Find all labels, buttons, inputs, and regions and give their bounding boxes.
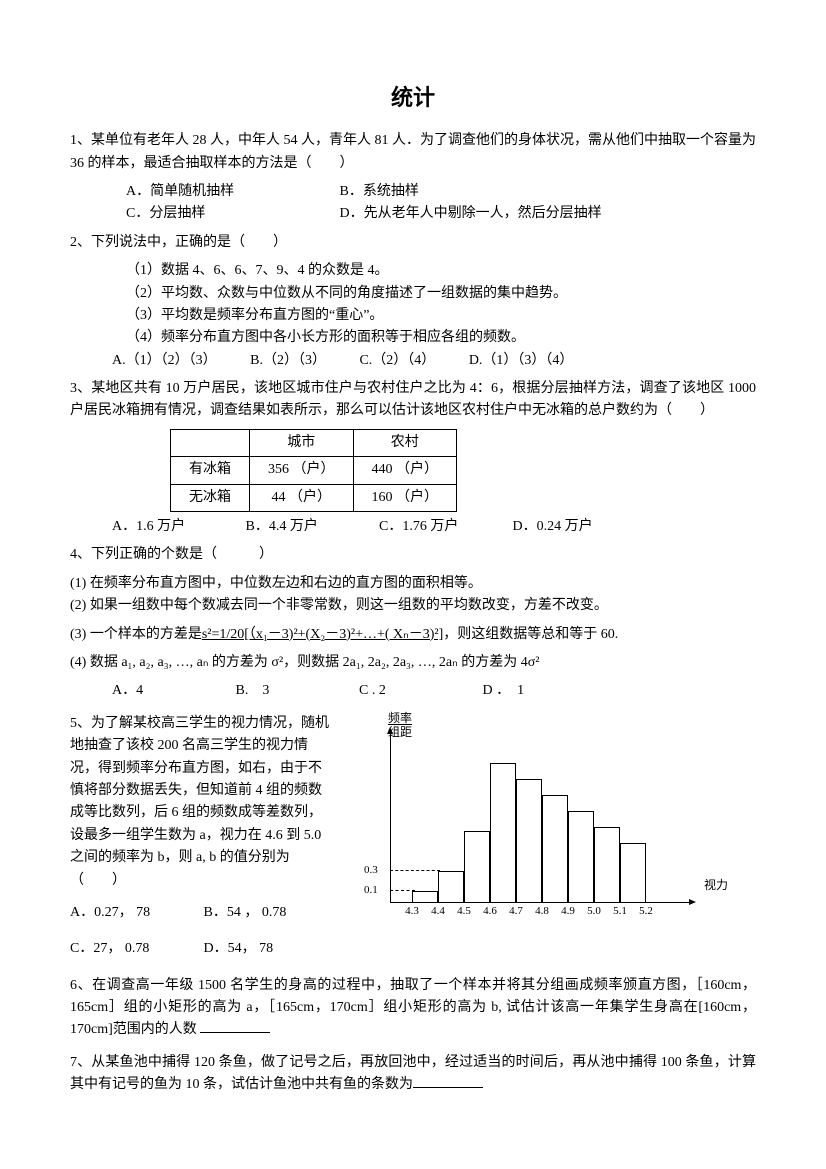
x-tick: 4.9	[561, 903, 575, 921]
q3-opt-a: A．1.6 万户	[112, 516, 242, 538]
q2-s2: （2）平均数、众数与中位数从不同的角度描述了一组数据的集中趋势。	[70, 283, 756, 305]
th: 农村	[353, 429, 457, 456]
page-title: 统计	[70, 80, 756, 115]
q4-s3-post: ，则这组数据等总和等于 60.	[443, 627, 618, 642]
dash-line	[390, 870, 440, 871]
td: 440 （户）	[353, 457, 457, 484]
td: 无冰箱	[171, 484, 250, 511]
q4-s3-formula: s²=1/20[（x₁－3)²+(X₂－3)²+…+( Xₙ－3)²]	[202, 627, 443, 642]
q6: 6、在调查高一年级 1500 名学生的身高的过程中，抽取了一个样本并将其分组画成…	[70, 975, 756, 1042]
q2-s4: （4）频率分布直方图中各小长方形的面积等于相应各组的频数。	[70, 327, 756, 349]
q2-opt-c: C.（2）（4）	[359, 350, 435, 372]
q4-opt-a: A．4	[112, 680, 202, 702]
q7-blank	[413, 1087, 483, 1088]
q4-stem: 4、下列正确的个数是（ ）	[70, 544, 756, 566]
x-tick: 4.7	[509, 903, 523, 921]
x-tick: 5.1	[613, 903, 627, 921]
table-row: 无冰箱 44 （户） 160 （户）	[171, 484, 457, 511]
x-tick: 5.2	[639, 903, 653, 921]
histogram-bar	[464, 831, 490, 903]
q5-opt-c: C．27， 0.78	[70, 938, 200, 960]
x-tick: 4.8	[535, 903, 549, 921]
x-tick: 4.6	[483, 903, 497, 921]
q3-opt-b: B．4.4 万户	[246, 516, 376, 538]
histogram-bar	[620, 843, 646, 903]
td: 有冰箱	[171, 457, 250, 484]
y-tick: 0.1	[364, 882, 378, 900]
q1-opt-a: A．简单随机抽样	[126, 181, 336, 203]
td: 356 （户）	[250, 457, 354, 484]
q6-blank	[200, 1032, 270, 1033]
table-row: 有冰箱 356 （户） 440 （户）	[171, 457, 457, 484]
q5-text: 5、为了解某校高三学生的视力情况，随机地抽查了该校 200 名高三学生的视力情况…	[70, 713, 330, 961]
y-axis-label: 频率组距	[388, 711, 412, 740]
q2-opt-d: D.（1）（3）（4）	[469, 350, 574, 372]
y-axis	[390, 733, 391, 903]
x-tick: 5.0	[587, 903, 601, 921]
q2-opts: A.（1）（2）（3） B.（2）（3） C.（2）（4） D.（1）（3）（4…	[70, 350, 756, 372]
q1-opt-c: C．分层抽样	[126, 203, 336, 225]
q2-opt-b: B.（2）（3）	[250, 350, 326, 372]
x-tick: 4.5	[457, 903, 471, 921]
histogram-chart: 频率组距视力0.10.34.34.44.54.64.74.84.95.05.15…	[350, 713, 710, 933]
q2-s3: （3）平均数是频率分布直方图的“重心”。	[70, 305, 756, 327]
x-tick: 4.3	[405, 903, 419, 921]
q2-opt-a: A.（1）（2）（3）	[112, 350, 217, 372]
q5-opt-b: B．54 ， 0.78	[204, 905, 287, 920]
q1-opts-row2: C．分层抽样 D．先从老年人中剔除一人，然后分层抽样	[70, 203, 756, 225]
q4-s1: (1) 在频率分布直方图中，中位数左边和右边的直方图的面积相等。	[70, 573, 756, 595]
q4-s2: (2) 如果一组数中每个数减去同一个非零常数，则这一组数的平均数改变，方差不改变…	[70, 595, 756, 617]
q4-opt-b: B. 3	[236, 680, 326, 702]
q1-stem: 1、某单位有老年人 28 人，中年人 54 人，青年人 81 人．为了调查他们的…	[70, 130, 756, 175]
q1-opt-b: B．系统抽样	[340, 184, 419, 199]
q5-opt-d: D．54， 78	[204, 941, 274, 956]
histogram-bar	[542, 795, 568, 903]
histogram-bar	[594, 827, 620, 903]
th: 城市	[250, 429, 354, 456]
q2-s1: （1）数据 4、6、6、7、9、4 的众数是 4。	[70, 260, 756, 282]
q4-opt-d: D ． 1	[483, 680, 573, 702]
q3-opt-c: C．1.76 万户	[379, 516, 509, 538]
histogram-bar	[568, 811, 594, 903]
q4-opts: A．4 B. 3 C . 2 D ． 1	[70, 680, 756, 702]
q6-text: 6、在调查高一年级 1500 名学生的身高的过程中，抽取了一个样本并将其分组画成…	[70, 978, 756, 1038]
histogram-bar	[412, 891, 438, 903]
y-tick: 0.3	[364, 862, 378, 880]
q5-stem: 5、为了解某校高三学生的视力情况，随机地抽查了该校 200 名高三学生的视力情况…	[70, 713, 330, 892]
x-axis-label: 视力	[704, 876, 728, 895]
q4-s3-pre: (3) 一个样本的方差是	[70, 627, 202, 642]
histogram-bar	[438, 871, 464, 903]
x-tick: 4.4	[431, 903, 445, 921]
q3-table: 城市 农村 有冰箱 356 （户） 440 （户） 无冰箱 44 （户） 160…	[170, 429, 457, 512]
q4-opt-c: C . 2	[359, 680, 449, 702]
q1-opts-row1: A．简单随机抽样 B．系统抽样	[70, 181, 756, 203]
td: 44 （户）	[250, 484, 354, 511]
q4-s4: (4) 数据 a₁, a₂, a₃, …, aₙ 的方差为 σ²，则数据 2a₁…	[70, 652, 756, 674]
histogram-bar	[516, 779, 542, 903]
td: 160 （户）	[353, 484, 457, 511]
q7: 7、从某鱼池中捕得 120 条鱼，做了记号之后，再放回池中，经过适当的时间后，再…	[70, 1052, 756, 1097]
q3-stem: 3、某地区共有 10 万户居民，该地区城市住户与农村住户之比为 4：6，根据分层…	[70, 378, 756, 423]
q1-opt-d: D．先从老年人中剔除一人，然后分层抽样	[340, 206, 602, 221]
histogram-bar	[490, 763, 516, 903]
q3-opts: A．1.6 万户 B．4.4 万户 C．1.76 万户 D．0.24 万户	[70, 516, 756, 538]
q2-stem: 2、下列说法中，正确的是（ ）	[70, 232, 756, 254]
table-row: 城市 农村	[171, 429, 457, 456]
q4-s3: (3) 一个样本的方差是s²=1/20[（x₁－3)²+(X₂－3)²+…+( …	[70, 624, 756, 646]
th	[171, 429, 250, 456]
q5-opt-a: A．0.27， 78	[70, 902, 200, 924]
q3-opt-d: D．0.24 万户	[513, 516, 643, 538]
